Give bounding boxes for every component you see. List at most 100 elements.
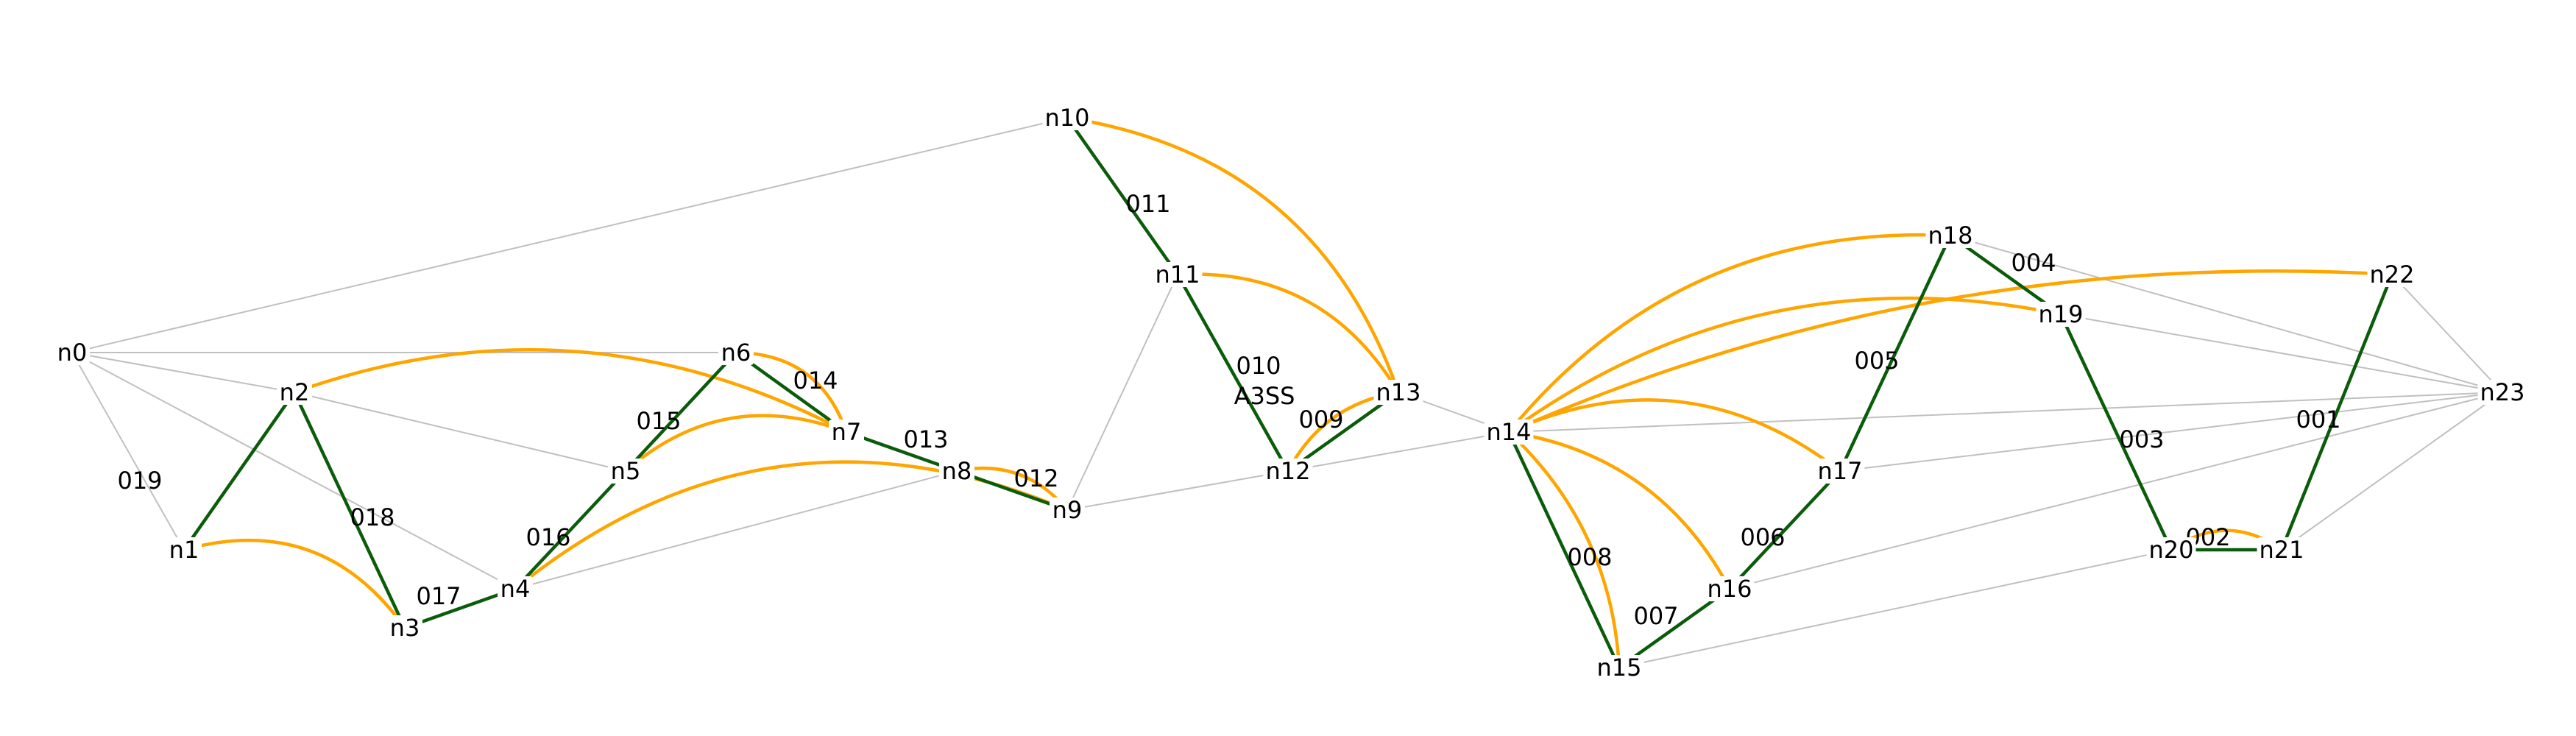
node-n21: n21 (2260, 536, 2304, 564)
edge-label-016: 016 (526, 523, 570, 551)
node-halo-n19 (2036, 302, 2086, 327)
node-n20: n20 (2149, 536, 2194, 564)
node-n16: n16 (1708, 575, 1752, 603)
path-edge-010 (1175, 272, 1290, 473)
node-halo-n9 (1050, 498, 1085, 523)
path-edge-018 (292, 390, 407, 630)
node-halo-n16 (1705, 576, 1755, 601)
node-n1: n1 (169, 536, 199, 564)
path-edge-019 (182, 390, 297, 552)
edge-label-017: 017 (416, 582, 461, 610)
path-edge-017 (403, 587, 517, 630)
node-n6: n6 (721, 339, 751, 367)
background-edge-n0-n4 (71, 352, 516, 590)
node-halo-n4 (498, 576, 533, 601)
node-halo-n20 (2146, 537, 2196, 562)
arc-edge-n14-n16 (1507, 430, 1732, 591)
node-halo-n6 (718, 340, 754, 365)
node-halo-n3 (387, 615, 422, 640)
node-n18: n18 (1928, 222, 1973, 250)
edge-label-012: 012 (1013, 464, 1058, 492)
node-n7: n7 (832, 418, 862, 446)
node-halo-n1 (166, 537, 202, 562)
path-edge-015 (623, 350, 738, 473)
edge-label-014: 014 (793, 367, 838, 394)
background-edge-n17-n23 (1839, 392, 2503, 472)
path-edge-009 (1286, 390, 1401, 473)
arc-edge-n14-n18 (1507, 233, 1953, 434)
node-n14: n14 (1487, 418, 1532, 446)
arc-edge-n14-n22 (1507, 269, 2394, 434)
edge-label-015: 015 (636, 407, 681, 435)
node-n13: n13 (1376, 378, 1421, 406)
edge-label-009: 009 (1298, 406, 1343, 434)
node-n2: n2 (280, 378, 310, 406)
arc-edge-n5-n7 (623, 414, 849, 473)
edge-label-018: 018 (350, 503, 394, 531)
path-edge-011 (1065, 116, 1180, 277)
arc-edge-n14-n15 (1507, 430, 1621, 670)
path-edge-014 (734, 350, 849, 434)
edge-label-019: 019 (117, 467, 162, 495)
arc-edge-n6-n7 (734, 350, 849, 434)
background-edge-n15-n20 (1618, 549, 2172, 668)
node-halo-n14 (1484, 420, 1534, 445)
node-halo-n17 (1815, 459, 1865, 484)
background-edge-n0-n2 (71, 352, 295, 393)
node-halo-n11 (1153, 262, 1203, 287)
node-n0: n0 (57, 339, 88, 367)
edge-label-003: 003 (2119, 425, 2164, 453)
node-halo-n23 (2477, 380, 2527, 405)
edge-label-008: 008 (1567, 543, 1612, 571)
node-halo-n18 (1925, 223, 1975, 248)
background-edge-n4-n8 (514, 470, 958, 590)
node-n23: n23 (2480, 378, 2525, 406)
background-edge-n14-n23 (1508, 392, 2503, 433)
node-n4: n4 (500, 575, 531, 603)
background-edge-n16-n23 (1729, 392, 2503, 590)
background-edge-n18-n23 (1950, 235, 2503, 393)
node-n10: n10 (1045, 104, 1090, 132)
node-n5: n5 (611, 457, 641, 485)
path-edge-006 (1727, 469, 1842, 591)
node-n11: n11 (1156, 261, 1200, 289)
edge-labels-layer: 019 018 017 016 015 014 013 012 011 010 009 008 007 0… (117, 190, 2340, 630)
node-n12: n12 (1266, 457, 1311, 485)
arc-edge-n10-n13 (1065, 116, 1401, 394)
path-edge-003 (2059, 312, 2173, 552)
node-n17: n17 (1818, 457, 1863, 485)
node-halo-n7 (829, 420, 864, 445)
path-edge-007 (1617, 587, 1732, 670)
edge-label-006: 006 (1740, 523, 1785, 551)
node-n22: n22 (2370, 261, 2415, 289)
background-edge-n2-n5 (294, 392, 626, 472)
node-n9: n9 (1052, 496, 1083, 524)
background-edge-n22-n23 (2391, 274, 2503, 393)
annotations-layer: A3SS (1234, 382, 1295, 410)
path-edge-008 (1507, 430, 1621, 670)
background-edges-layer (71, 117, 2503, 668)
path-edge-012 (955, 469, 1069, 512)
path-edge-016 (513, 469, 628, 591)
background-edge-n0-n10 (71, 117, 1068, 353)
node-halo-n10 (1042, 105, 1092, 130)
node-halo-n12 (1263, 459, 1313, 484)
edge-label-013: 013 (903, 425, 948, 453)
arc-edge-n14-n17 (1507, 398, 1842, 473)
node-halo-n22 (2367, 262, 2417, 287)
edge-label-004: 004 (2011, 249, 2056, 277)
background-edge-n19-n23 (2060, 314, 2503, 393)
background-edge-n12-n14 (1287, 431, 1510, 472)
edge-label-001: 001 (2296, 406, 2340, 434)
node-n3: n3 (390, 614, 420, 642)
background-edge-n9-n12 (1066, 470, 1289, 511)
node-labels-layer: n0 n1 n2 n3 n4 n5 n6 n7 n8 n9 n10 n11 n12 n13 n14 n15 n1… (54, 104, 2527, 682)
node-halo-n13 (1373, 380, 1423, 405)
node-halo-n21 (2257, 537, 2307, 562)
edge-label-007: 007 (1633, 602, 1678, 630)
path-edge-013 (844, 430, 959, 473)
node-n19: n19 (2039, 300, 2084, 328)
node-halo-n5 (608, 459, 643, 484)
path-edges-layer (182, 116, 2394, 670)
arc-edge-n11-n13 (1175, 272, 1401, 394)
